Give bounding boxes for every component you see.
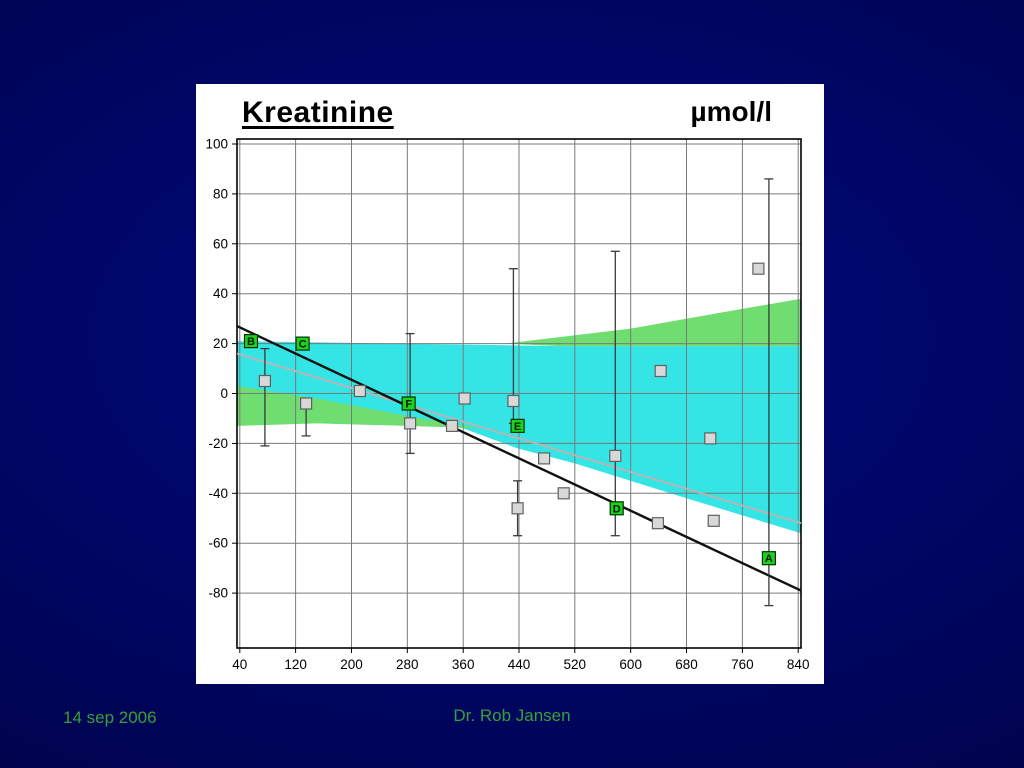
svg-text:360: 360 [452, 657, 475, 672]
svg-text:100: 100 [205, 137, 228, 152]
chart-header: Kreatinine µmol/l [196, 84, 824, 130]
svg-text:120: 120 [284, 657, 307, 672]
svg-text:-20: -20 [208, 436, 228, 451]
footer-date: 14 sep 2006 [63, 708, 157, 727]
svg-text:40: 40 [232, 657, 247, 672]
chart-svg: 40 120 200 280 360 440 520 600 680 760 84010080604… [205, 137, 810, 673]
svg-text:440: 440 [508, 657, 531, 672]
footer-author: Dr. Rob Jansen [453, 706, 571, 725]
chart-panel: 40 120 200 280 360 440 520 600 680 760 840 100 80 60 4… [196, 84, 824, 684]
svg-text:520: 520 [564, 657, 587, 672]
svg-text:B: B [247, 336, 255, 348]
svg-text:280: 280 [396, 657, 419, 672]
svg-text:600: 600 [619, 657, 642, 672]
svg-text:680: 680 [675, 657, 698, 672]
svg-text:F: F [405, 399, 412, 411]
svg-text:760: 760 [731, 657, 754, 672]
svg-text:840: 840 [787, 657, 810, 672]
svg-text:-60: -60 [208, 536, 228, 551]
svg-text:200: 200 [340, 657, 363, 672]
svg-text:-40: -40 [208, 486, 228, 501]
svg-text:60: 60 [213, 236, 228, 251]
svg-text:A: A [765, 553, 773, 565]
svg-text:80: 80 [213, 186, 228, 201]
chart-unit-label: µmol/l [690, 96, 772, 127]
svg-text:0: 0 [220, 386, 228, 401]
svg-text:-80: -80 [208, 586, 228, 601]
svg-text:40: 40 [213, 286, 228, 301]
svg-text:20: 20 [213, 336, 228, 351]
chart-title: Kreatinine [242, 96, 394, 129]
svg-text:E: E [514, 421, 521, 433]
svg-text:C: C [299, 339, 307, 351]
svg-text:D: D [613, 503, 621, 515]
